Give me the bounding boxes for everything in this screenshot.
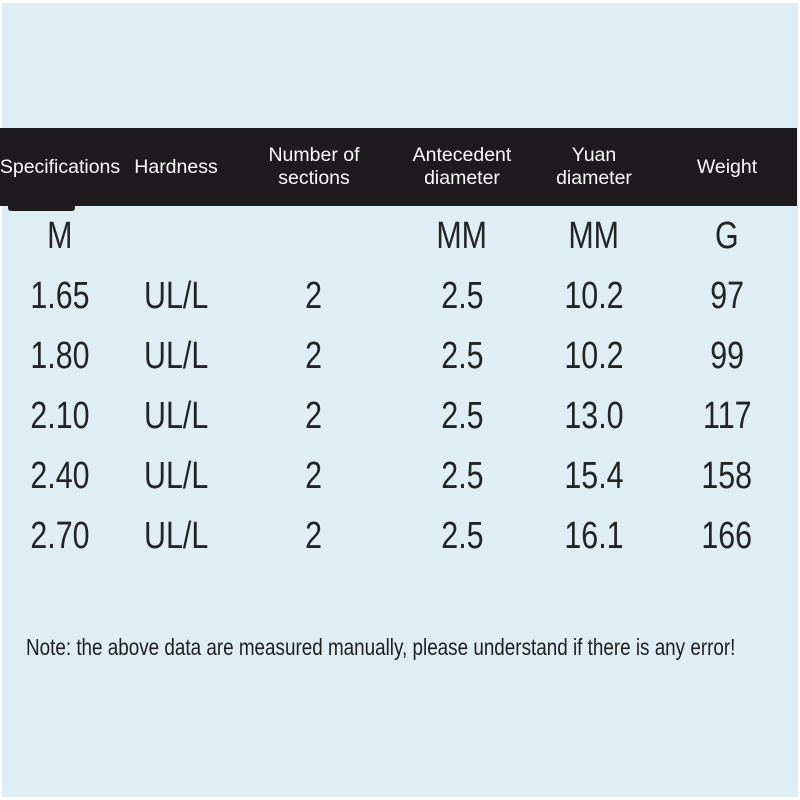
unit-cell-weight: G — [715, 214, 739, 257]
data-cell: 16.1 — [564, 514, 624, 557]
data-cell: 10.2 — [564, 334, 624, 377]
data-cell: 158 — [701, 454, 753, 497]
data-cell: 2.5 — [440, 514, 484, 557]
data-cell: 2 — [305, 514, 323, 557]
table-row: 1.65 UL/L 2 2.5 10.2 97 — [0, 266, 797, 326]
data-cell: 2.5 — [440, 274, 484, 317]
data-cell: UL/L — [143, 274, 209, 317]
data-cell: UL/L — [143, 334, 209, 377]
data-cell: 10.2 — [564, 274, 624, 317]
data-cell: 2.5 — [440, 394, 484, 437]
data-cell: 15.4 — [564, 454, 624, 497]
table-row: 2.40 UL/L 2 2.5 15.4 158 — [0, 446, 797, 506]
unit-cell-yuan-diameter: MM — [568, 214, 620, 257]
data-cell: UL/L — [143, 394, 209, 437]
data-cell: 1.80 — [30, 334, 90, 377]
data-cell: 13.0 — [564, 394, 624, 437]
note-text: Note: the above data are measured manual… — [26, 634, 736, 660]
data-cell: 2 — [305, 274, 323, 317]
data-cell: 2 — [305, 334, 323, 377]
table-header-bar: Specifications Hardness Number of sectio… — [0, 128, 797, 206]
unit-cell-specifications: M — [47, 214, 73, 257]
unit-cell-sections — [232, 206, 396, 266]
data-cell: 2 — [305, 454, 323, 497]
table-body: 1.65 UL/L 2 2.5 10.2 97 1.80 UL/L 2 2.5 … — [0, 266, 797, 566]
column-header-yuan-diameter: Yuan diameter — [556, 144, 632, 189]
column-header-weight: Weight — [696, 155, 758, 178]
data-cell: UL/L — [143, 514, 209, 557]
column-header-number-of-sections: Number of sections — [268, 144, 360, 189]
table-row: 1.80 UL/L 2 2.5 10.2 99 — [0, 326, 797, 386]
unit-cell-antecedent-diameter: MM — [436, 214, 488, 257]
header-bar-shadow-notch — [8, 206, 75, 211]
column-header-hardness: Hardness — [134, 155, 218, 178]
data-cell: 2.5 — [440, 454, 484, 497]
unit-cell-hardness — [120, 206, 232, 266]
data-cell: 117 — [702, 394, 752, 437]
data-cell: 2.10 — [30, 394, 90, 437]
data-cell: UL/L — [143, 454, 209, 497]
data-cell: 2.70 — [30, 514, 90, 557]
units-row: M MM MM G — [0, 206, 797, 266]
data-cell: 2.40 — [30, 454, 90, 497]
column-header-antecedent-diameter: Antecedent diameter — [412, 144, 512, 189]
data-cell: 2.5 — [440, 334, 484, 377]
data-cell: 166 — [701, 514, 753, 557]
table-row: 2.70 UL/L 2 2.5 16.1 166 — [0, 506, 797, 566]
data-cell: 97 — [710, 274, 744, 317]
column-header-specifications: Specifications — [0, 155, 121, 178]
data-cell: 99 — [710, 334, 744, 377]
data-cell: 1.65 — [30, 274, 90, 317]
data-cell: 2 — [305, 394, 323, 437]
table-row: 2.10 UL/L 2 2.5 13.0 117 — [0, 386, 797, 446]
